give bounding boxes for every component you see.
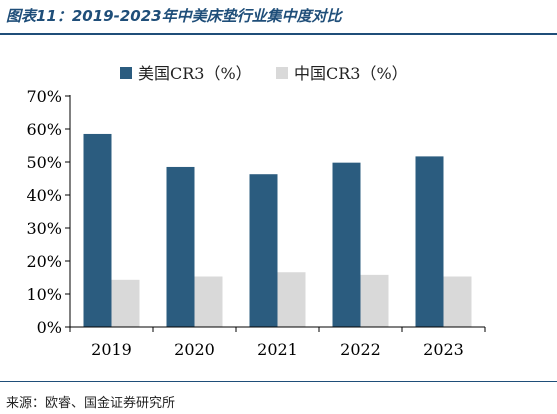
legend-label-0: 美国CR3（%） (138, 64, 252, 83)
bar-series1-2023 (443, 276, 472, 327)
legend-swatch-0 (120, 67, 132, 79)
footer-divider (0, 381, 557, 382)
y-tick-label: 70% (26, 87, 62, 106)
x-tick-label: 2020 (174, 340, 215, 359)
y-tick-label: 30% (26, 219, 62, 238)
x-tick-label: 2023 (423, 340, 464, 359)
title-divider (0, 33, 557, 35)
legend: 美国CR3（%） 中国CR3（%） (120, 64, 408, 83)
bar-series0-2022 (332, 162, 361, 327)
bar-series1-2019 (111, 279, 140, 327)
x-tick-label: 2019 (91, 340, 132, 359)
legend-swatch-1 (276, 67, 288, 79)
y-tick-label: 0% (37, 318, 62, 337)
x-tick-label: 2021 (257, 340, 298, 359)
x-tick-label: 2022 (340, 340, 381, 359)
y-tick-label: 10% (26, 285, 62, 304)
bar-series0-2021 (249, 174, 278, 327)
bar-series1-2022 (360, 274, 389, 327)
x-axis: 2019 2020 2021 2022 2023 (69, 326, 486, 359)
bar-series0-2023 (415, 156, 444, 327)
bar-series0-2020 (166, 166, 195, 327)
bar-series1-2020 (194, 276, 223, 327)
y-tick-label: 60% (26, 120, 62, 139)
bar-chart: 美国CR3（%） 中国CR3（%） 0% 10% 20% 30% 40% 50% 60% 70%… (26, 64, 486, 359)
y-tick-label: 50% (26, 153, 62, 172)
bars (83, 133, 472, 327)
chart-title: 图表11：2019-2023年中美床垫行业集中度对比 (6, 7, 342, 25)
y-axis: 0% 10% 20% 30% 40% 50% 60% 70% (26, 87, 71, 337)
bar-series1-2021 (277, 272, 306, 327)
y-tick-label: 40% (26, 186, 62, 205)
bar-series0-2019 (83, 133, 112, 327)
y-tick-label: 20% (26, 252, 62, 271)
source-note: 来源：欧睿、国金证券研究所 (6, 396, 176, 411)
legend-label-1: 中国CR3（%） (294, 64, 408, 83)
